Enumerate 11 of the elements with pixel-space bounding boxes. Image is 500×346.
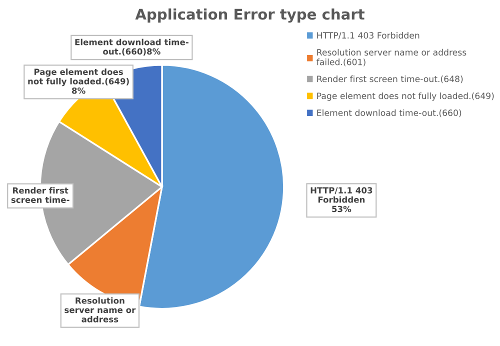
- data-label: HTTP/1.1 403 Forbidden 53%: [310, 187, 372, 212]
- legend-label: HTTP/1.1 403 Forbidden: [317, 32, 420, 40]
- data-label: Resolution server name or address: [64, 297, 136, 322]
- legend-label: Element download time-out.(660): [317, 109, 462, 118]
- legend-label: Resolution server name or address failed.(601): [316, 48, 466, 66]
- legend-label: Render first screen time-out.(648): [317, 76, 463, 84]
- legend-label: Page element does not fully loaded.(649): [317, 92, 494, 101]
- data-label: Render first screen time-: [11, 187, 70, 203]
- data-label: Element download time- out.(660)8%: [75, 38, 188, 56]
- data-label: Page element does not fully loaded.(649) 8%: [28, 68, 129, 94]
- chart-title: Application Error type chart: [135, 8, 364, 23]
